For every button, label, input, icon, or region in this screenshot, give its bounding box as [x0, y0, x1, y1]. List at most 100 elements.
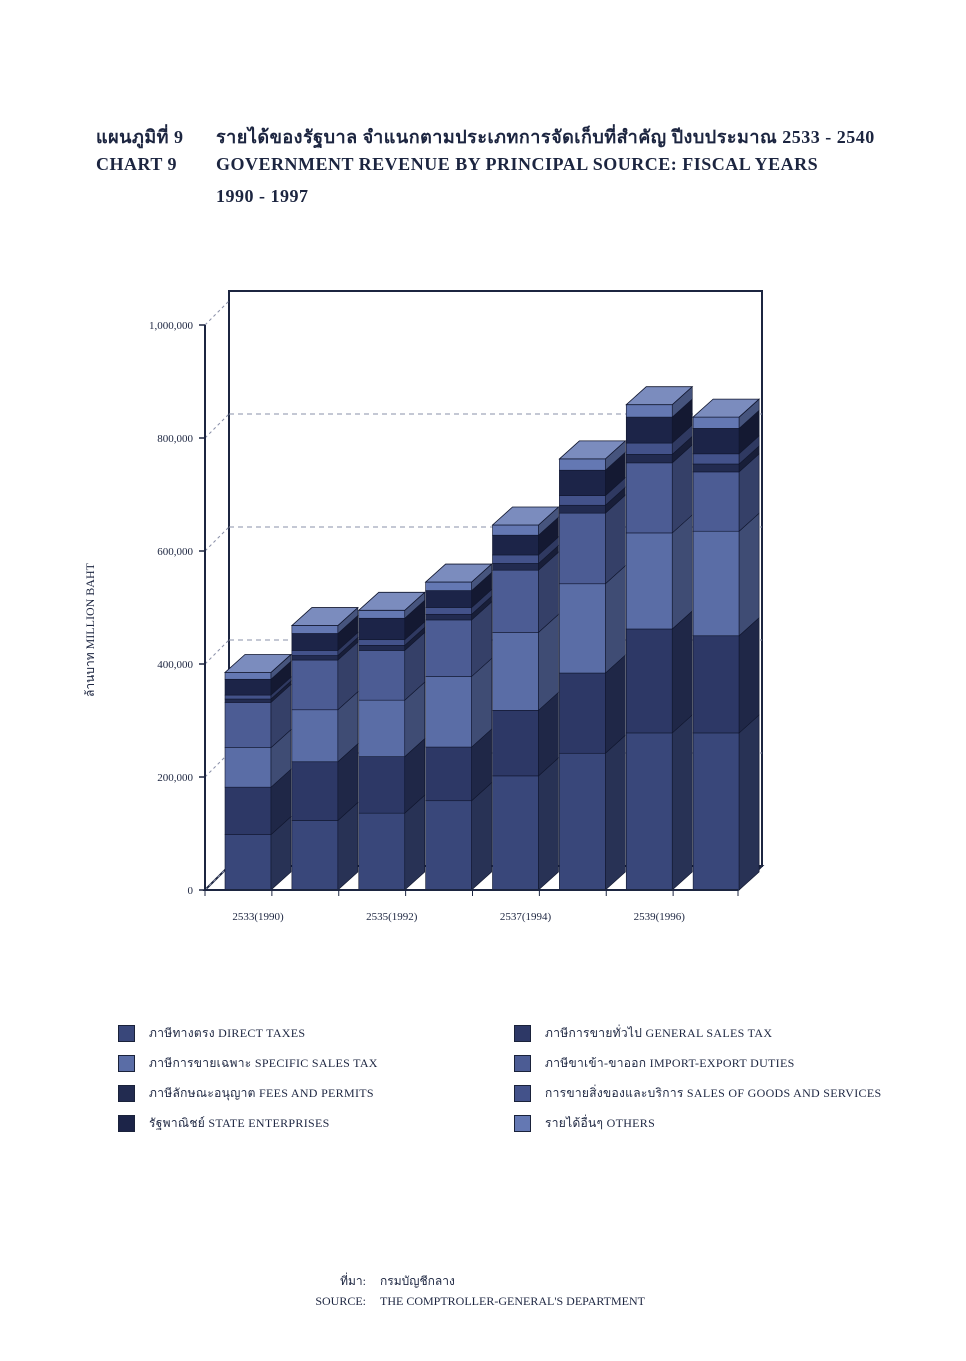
- bar-segment: [291, 625, 339, 634]
- bar-segment: [291, 655, 339, 661]
- legend-label: ภาษีทางตรง DIRECT TAXES: [149, 1025, 306, 1040]
- bar-segment: [291, 659, 339, 711]
- bar-segment: [559, 583, 606, 674]
- bar-segment: [425, 607, 472, 615]
- bar-segment: [358, 812, 406, 891]
- bar-segment-side: [738, 512, 760, 637]
- legend-item: รายได้อื่นๆ OTHERS: [514, 1108, 881, 1138]
- bar-segment: [559, 504, 606, 514]
- legend-swatch: [514, 1114, 531, 1132]
- source-eng-text: THE COMPTROLLER-GENERAL'S DEPARTMENT: [380, 1294, 646, 1308]
- bar-segment-side: [605, 565, 626, 674]
- source-thai-text: กรมบัญชีกลาง: [380, 1274, 455, 1288]
- bar-segment: [559, 495, 606, 506]
- legend-item: ภาษีทางตรง DIRECT TAXES: [118, 1018, 378, 1048]
- thai-chart-label: แผนภูมิที่ 9: [96, 127, 184, 147]
- bar-segment: [559, 512, 606, 585]
- legend-label: รายได้อื่นๆ OTHERS: [545, 1115, 656, 1130]
- y-axis-label: ล้านบาท MILLION BAHT: [83, 562, 97, 697]
- bar-segment: [625, 404, 673, 418]
- legend-item: ภาษีขาเข้า-ขาออก IMPORT-EXPORT DUTIES: [514, 1048, 881, 1078]
- bar-segment: [224, 672, 272, 680]
- bar-segment: [492, 775, 539, 891]
- bar-segment: [224, 698, 272, 703]
- y-tick-label: 400,000: [157, 659, 193, 671]
- bar-segment: [492, 534, 539, 556]
- source-thai-row: ที่มา: กรมบัญชีกลาง: [0, 1272, 966, 1294]
- bar-segment-side: [738, 617, 760, 734]
- legend-label: ภาษีการขายเฉพาะ SPECIFIC SALES TAX: [149, 1055, 378, 1070]
- bar-segment: [692, 530, 740, 637]
- bar-segment: [358, 650, 406, 701]
- legend-item: ภาษีการขายเฉพาะ SPECIFIC SALES TAX: [118, 1048, 378, 1078]
- bar-segment: [224, 786, 272, 835]
- x-tick-label: 2537(1994): [500, 911, 552, 923]
- bar-segment: [224, 694, 272, 700]
- bar-segment: [492, 569, 539, 633]
- bar-stack: [223, 653, 293, 891]
- legend-swatch: [118, 1114, 135, 1132]
- bar-segment: [492, 632, 539, 711]
- eng-title-row: CHART 9 GOVERNMENT REVENUE BY PRINCIPAL …: [96, 154, 936, 186]
- bar-segment: [224, 702, 272, 748]
- bar-top: [424, 563, 493, 583]
- bar-segment: [625, 628, 673, 734]
- y-tick-label: 1,000,000: [149, 320, 194, 332]
- bar-segment: [291, 633, 339, 651]
- bar-segment: [358, 756, 406, 814]
- legend-swatch: [514, 1054, 531, 1072]
- bar-segment-side: [671, 610, 693, 734]
- y-tick-labels: 0 200,000 400,000 600,000 800,000 1,000,000: [149, 320, 205, 897]
- legend-right-column: ภาษีการขายทั่วไป GENERAL SALES TAX ภาษีขา…: [514, 1018, 881, 1138]
- bar-segment: [559, 469, 606, 496]
- bar-segment-side: [605, 734, 626, 891]
- legend-label: ภาษีขาเข้า-ขาออก IMPORT-EXPORT DUTIES: [545, 1055, 795, 1070]
- bar-stack: [290, 606, 359, 891]
- bar-segment: [692, 471, 740, 532]
- legend-item: ภาษีการขายทั่วไป GENERAL SALES TAX: [514, 1018, 881, 1048]
- bar-segment: [559, 458, 606, 471]
- bar-stack: [625, 385, 694, 891]
- chart-bars: [223, 385, 761, 891]
- eng-chart-title-line1: GOVERNMENT REVENUE BY PRINCIPAL SOURCE: …: [216, 154, 819, 174]
- bar-segment: [625, 732, 673, 891]
- bar-segment: [625, 532, 673, 630]
- grid-connector: [204, 300, 230, 326]
- legend-label: ภาษีลักษณะอนุญาต FEES AND PERMITS: [149, 1085, 374, 1100]
- bar-segment: [625, 454, 673, 464]
- eng-chart-label: CHART 9: [96, 154, 178, 174]
- bar-segment-side: [738, 714, 760, 891]
- bar-segment: [425, 676, 472, 748]
- bar-segment: [625, 442, 673, 455]
- bar-segment-side: [538, 757, 559, 891]
- bar-segment: [224, 834, 272, 891]
- bar-segment: [291, 650, 339, 656]
- legend-item: รัฐพาณิชย์ STATE ENTERPRISES: [118, 1108, 378, 1138]
- thai-chart-title: รายได้ของรัฐบาล จำแนกตามประเภทการจัดเก็บ…: [216, 127, 875, 147]
- bar-top: [625, 386, 694, 406]
- bar-segment: [492, 710, 539, 777]
- legend-label: ภาษีการขายทั่วไป GENERAL SALES TAX: [545, 1025, 773, 1040]
- legend-label: รัฐพาณิชย์ STATE ENTERPRISES: [149, 1115, 330, 1130]
- source-note: ที่มา: กรมบัญชีกลาง SOURCE: THE COMPTROL…: [0, 1272, 966, 1316]
- y-tick-label: 600,000: [157, 546, 193, 558]
- x-tick-label: 2539(1996): [634, 911, 686, 923]
- revenue-stacked-bar-chart: 0 200,000 400,000 600,000 800,000 1,000,000 2…: [83, 290, 765, 923]
- bar-segment: [224, 678, 272, 696]
- legend-item: การขายสิ่งของและบริการ SALES OF GOODS AN…: [514, 1078, 881, 1108]
- bar-top: [692, 398, 761, 418]
- grid-connector: [204, 639, 230, 665]
- eng-chart-title-line2: 1990 - 1997: [216, 186, 309, 206]
- source-eng-label: SOURCE:: [315, 1294, 366, 1308]
- y-tick-label: 0: [188, 885, 194, 897]
- bar-segment: [559, 672, 606, 754]
- chart-title-block: แผนภูมิที่ 9 รายได้ของรัฐบาล จำแนกตามประ…: [96, 122, 936, 218]
- y-tick-label: 200,000: [157, 772, 193, 784]
- eng-title-row-2: 1990 - 1997: [96, 186, 936, 218]
- legend-left-column: ภาษีทางตรง DIRECT TAXES ภาษีการขายเฉพาะ S…: [118, 1018, 378, 1138]
- bar-stack: [357, 591, 426, 891]
- legend-swatch: [514, 1024, 531, 1042]
- y-tick-label: 800,000: [157, 433, 193, 445]
- bar-segment: [358, 617, 406, 641]
- legend-swatch: [118, 1024, 135, 1042]
